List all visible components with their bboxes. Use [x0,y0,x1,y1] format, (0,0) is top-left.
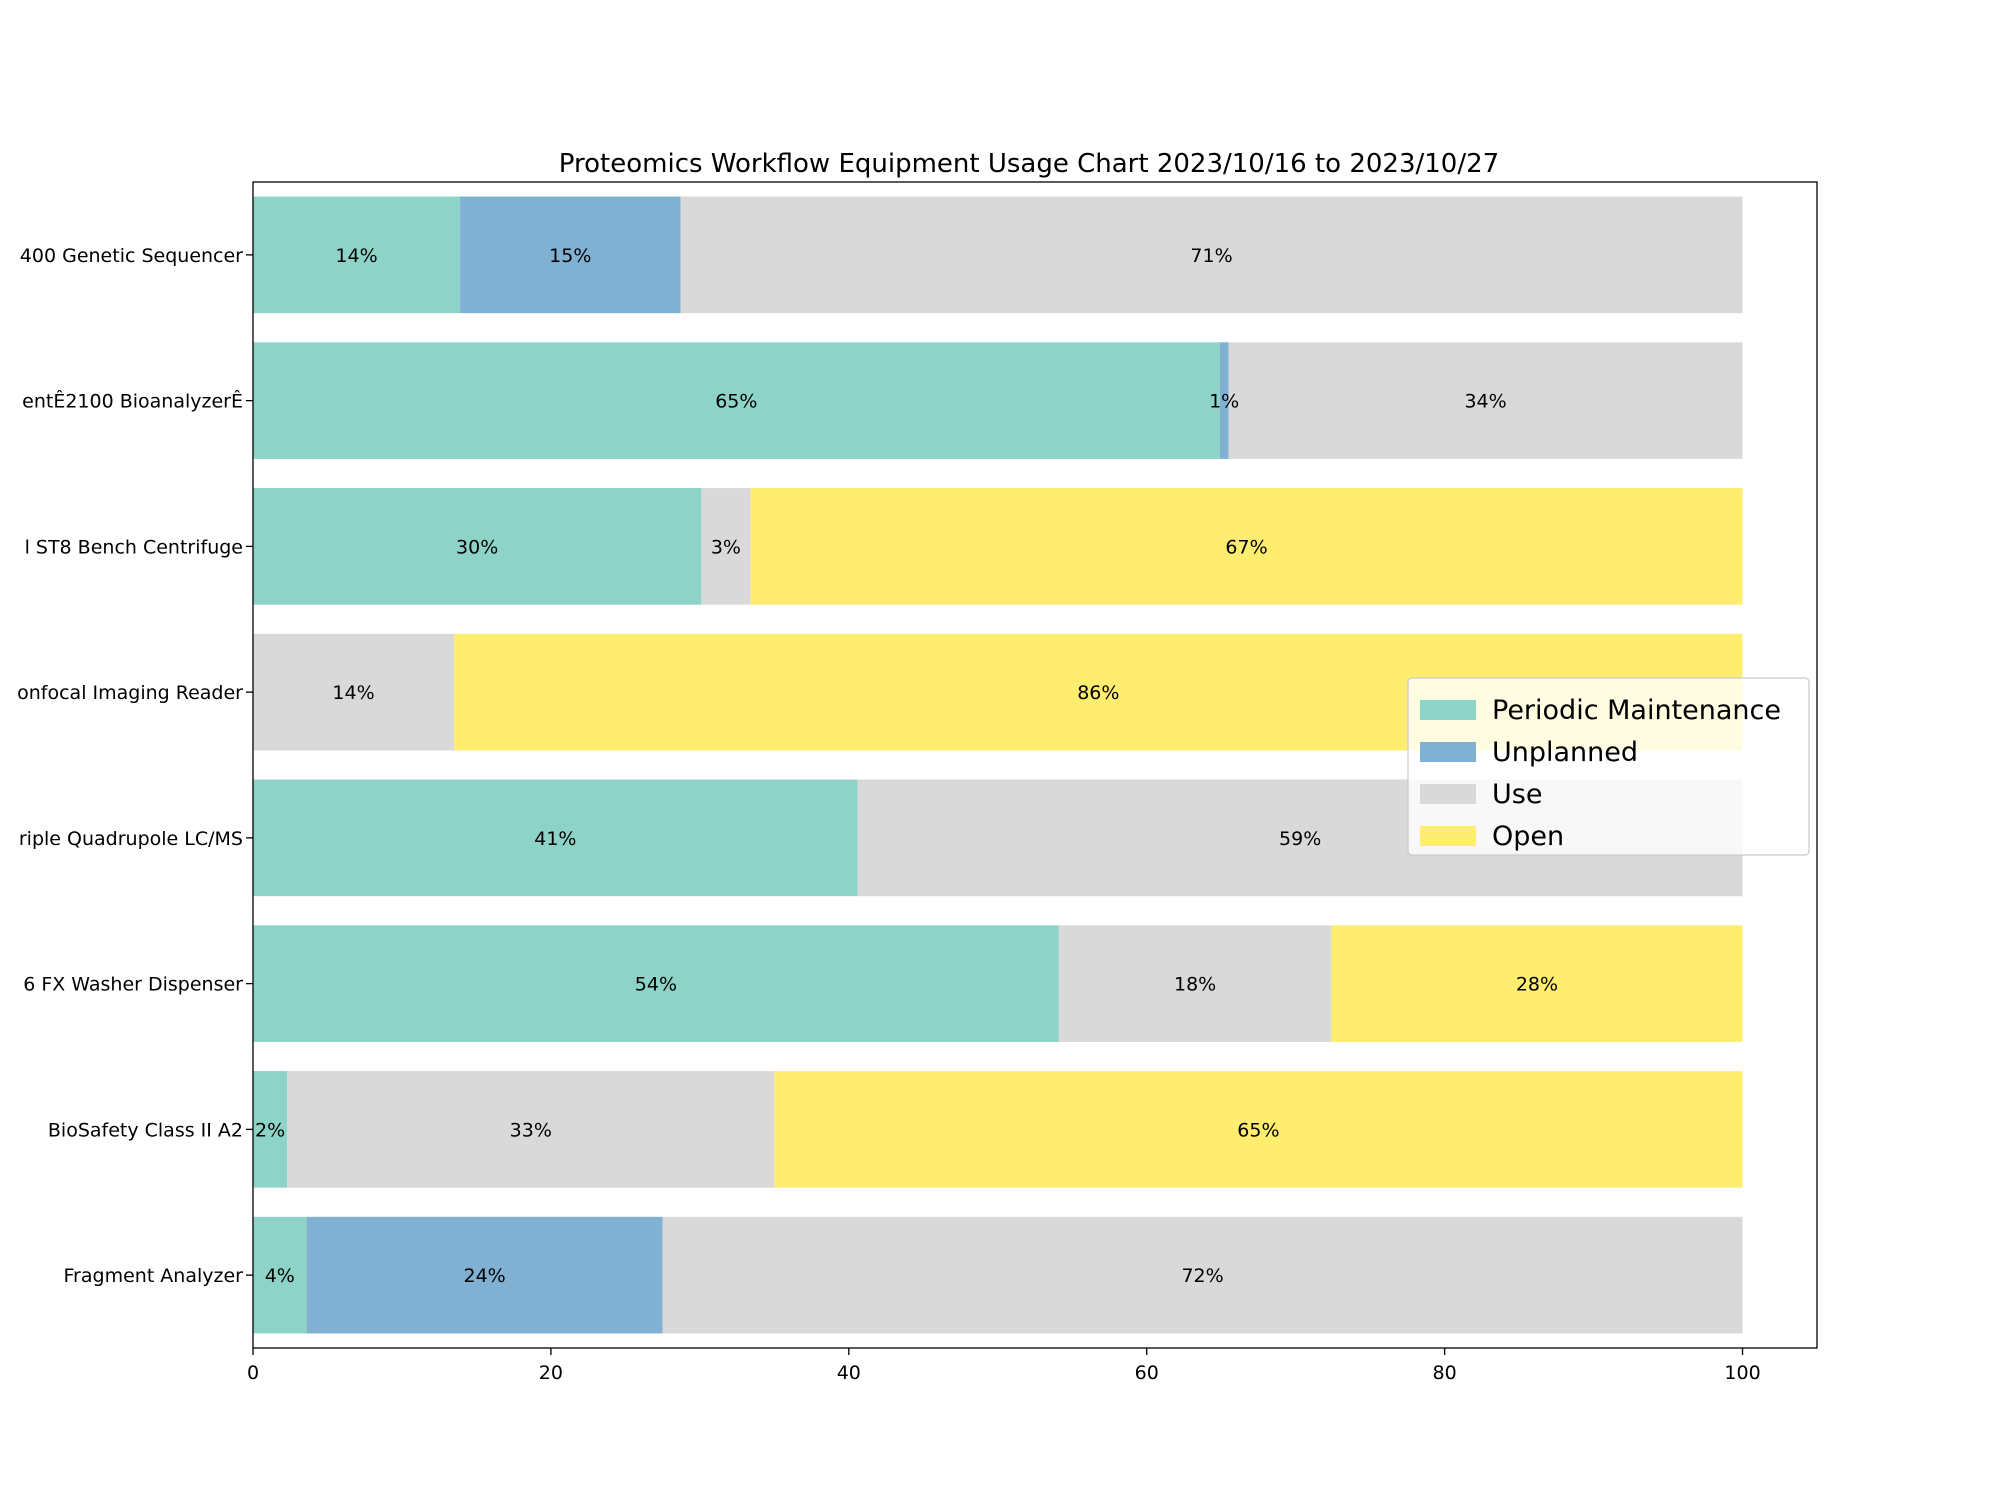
x-tick-label: 40 [837,1362,861,1384]
bar-value-label: 86% [1077,682,1119,704]
bar-segment [253,342,1220,459]
category-label: 6 FX Washer Dispenser [23,974,243,996]
category-label: BioSafety Class II A2 [48,1119,243,1141]
legend-swatch [1420,742,1476,762]
x-tick-label: 60 [1135,1362,1159,1384]
category-label: onfocal Imaging Reader [17,682,243,704]
bar-value-label: 3% [711,536,741,558]
category-labels-layer: 400 Genetic Sequencer entÊ2100 Bioanalyze… [17,245,253,1287]
bar-value-label: 18% [1174,974,1216,996]
bar-segment [750,488,1743,605]
bar-segment [253,1216,307,1334]
x-tick-label: 20 [539,1362,563,1384]
bar-segment [774,1071,1743,1188]
bar-segment [253,488,702,605]
legend-swatch [1420,700,1476,720]
bar-segment [1058,925,1332,1042]
legend: Periodic Maintenance Unplanned Use Open [1407,677,1810,856]
bar-segment [253,633,455,751]
bar-value-label: 28% [1516,974,1558,996]
bar-segment [1331,925,1743,1042]
x-tick-label: 0 [247,1362,259,1384]
legend-box [1407,677,1810,856]
legend-label: Use [1492,779,1542,810]
bar-segment [1219,342,1229,459]
category-label: entÊ2100 BioanalyzerÊ [22,390,243,413]
bar-value-label: 30% [456,536,498,558]
bar-segment [701,488,751,605]
bar-segment [662,1216,1743,1334]
plot-frame [252,181,1818,1349]
legend-label: Periodic Maintenance [1492,695,1781,726]
bar-value-label: 2% [255,1119,285,1141]
bar-value-label: 54% [635,974,677,996]
bar-segment [306,1216,663,1334]
bar-value-label: 33% [510,1119,552,1141]
bar-value-label: 71% [1190,245,1232,267]
x-tick-label: 100 [1724,1362,1760,1384]
x-tick-label: 80 [1433,1362,1457,1384]
bar-value-label: 14% [335,245,377,267]
bar-value-label: 1% [1209,391,1239,413]
bar-segment [253,925,1059,1042]
bar-value-label: 14% [332,682,374,704]
bar-segment [253,196,461,314]
legend-swatch [1420,784,1476,804]
legend-label: Unplanned [1492,737,1638,768]
bar-value-label: 59% [1279,828,1321,850]
category-label: l ST8 Bench Centrifuge [25,536,243,558]
bar-segment [460,196,681,314]
bar-value-label: 72% [1181,1265,1223,1287]
chart-title: Proteomics Workflow Equipment Usage Char… [559,149,1499,179]
category-label: riple Quadrupole LC/MS [19,828,243,850]
bar-segment [253,1071,288,1188]
bar-segment [680,196,1743,314]
bar-value-label: 24% [464,1265,506,1287]
x-axis-ticks-layer: 0 20 40 60 80 100 [247,1348,1761,1384]
bar-segment [253,779,858,897]
bar-value-label: 4% [265,1265,295,1287]
bar-segment [1228,342,1743,459]
bar-value-label: 41% [534,828,576,850]
legend-label: Open [1492,821,1564,852]
category-label: Fragment Analyzer [64,1265,244,1287]
bar-segment [287,1071,775,1188]
bar-value-label: 65% [715,391,757,413]
bar-value-label: 65% [1237,1119,1279,1141]
bar-value-label: 15% [549,245,591,267]
bar-value-label: 34% [1464,391,1506,413]
legend-swatch [1420,826,1476,846]
bar-value-label: 67% [1225,536,1267,558]
category-label: 400 Genetic Sequencer [20,245,243,267]
segment-labels-layer: 14% 15% 71% 65% 1% 34% 30% 3% 67% 14% 86% 41% 59% 54%… [255,245,1558,1287]
